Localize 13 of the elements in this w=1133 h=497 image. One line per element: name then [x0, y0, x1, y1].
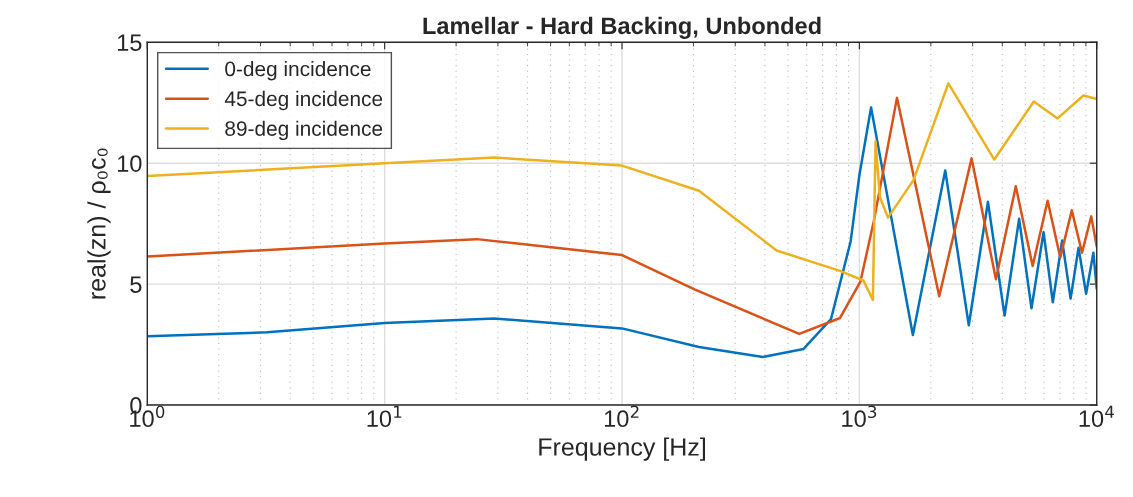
x-axis-title: Frequency [Hz]: [539, 437, 705, 461]
y-tick-label: 5: [130, 276, 142, 293]
y-axis-title: real(zn) / ρ₀c₀: [87, 148, 111, 299]
y-tick-label: 10: [117, 155, 142, 172]
x-tick-label: 10$^{3}$: [842, 405, 877, 428]
legend-label: 0-deg incidence: [225, 61, 371, 81]
x-tick-label: 10$^{2}$: [604, 405, 639, 428]
y-tick-label: 15: [117, 34, 142, 52]
x-tick-label: 10$^{1}$: [367, 405, 402, 428]
legend-label: 89-deg incidence: [225, 120, 383, 141]
chart-title: Lamellar - Hard Backing, Unbonded: [423, 16, 821, 39]
legend-label: 45-deg incidence: [224, 90, 383, 111]
x-tick-label: 10$^{4}$: [1079, 405, 1114, 428]
